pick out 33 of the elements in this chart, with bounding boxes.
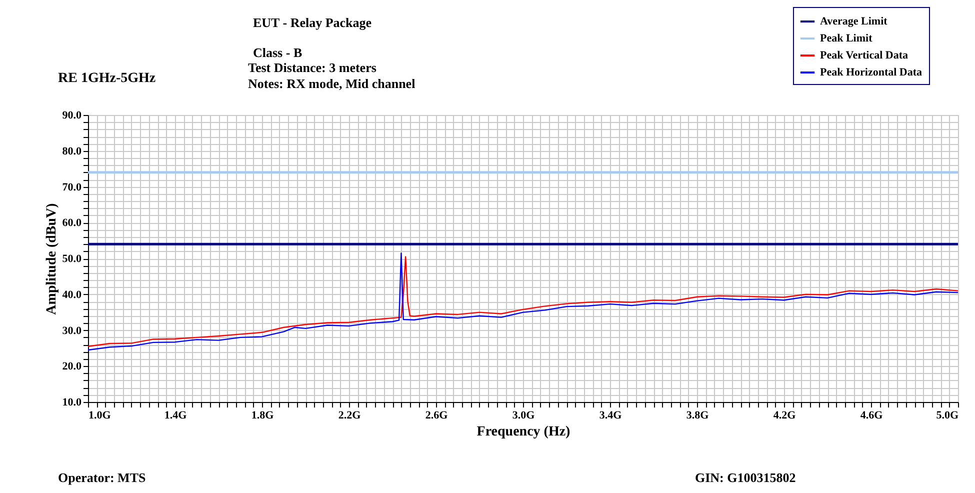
x-tick-label: 5.0G: [936, 410, 959, 422]
x-tick-label: 1.8G: [251, 410, 274, 422]
text: GIN: G100315802: [695, 470, 796, 485]
y-tick-label: 80.0: [62, 145, 82, 158]
y-axis-title: Amplitude (dBuV): [44, 202, 60, 315]
x-tick-label: 2.2G: [338, 410, 362, 422]
x-tick-label: 4.6G: [860, 410, 884, 422]
y-tick-label: 70.0: [62, 181, 82, 194]
x-tick-label: 1.0G: [88, 410, 112, 422]
x-tick-label: 2.6G: [425, 410, 448, 422]
x-tick-label: 1.4G: [164, 410, 188, 422]
text: Test Distance: 3 meters: [248, 60, 376, 75]
y-tick-label: 40.0: [62, 288, 82, 301]
text: Class - B: [253, 45, 302, 60]
x-tick-label: 3.8G: [686, 410, 710, 422]
legend-label: Peak Limit: [820, 32, 873, 44]
legend-label: Average Limit: [820, 16, 888, 28]
text: EUT - Relay Package: [253, 15, 372, 30]
legend-label: Peak Horizontal Data: [820, 66, 923, 78]
y-tick-label: 50.0: [62, 253, 82, 265]
x-axis-title: Frequency (Hz): [476, 424, 571, 440]
text: Operator: MTS: [58, 470, 146, 485]
x-tick-label: 3.4G: [599, 410, 622, 422]
legend-label: Peak Vertical Data: [820, 50, 908, 62]
text: Notes: RX mode, Mid channel: [248, 76, 416, 91]
y-tick-label: 20.0: [62, 360, 82, 373]
y-tick-label: 10.0: [62, 396, 82, 408]
y-tick-label: 90.0: [62, 110, 82, 122]
x-tick-label: 3.0G: [512, 410, 536, 422]
y-tick-label: 30.0: [62, 324, 82, 337]
x-tick-label: 4.2G: [773, 410, 796, 422]
y-tick-label: 60.0: [62, 217, 82, 230]
chart-title: RE 1GHz-5GHz: [58, 71, 156, 86]
